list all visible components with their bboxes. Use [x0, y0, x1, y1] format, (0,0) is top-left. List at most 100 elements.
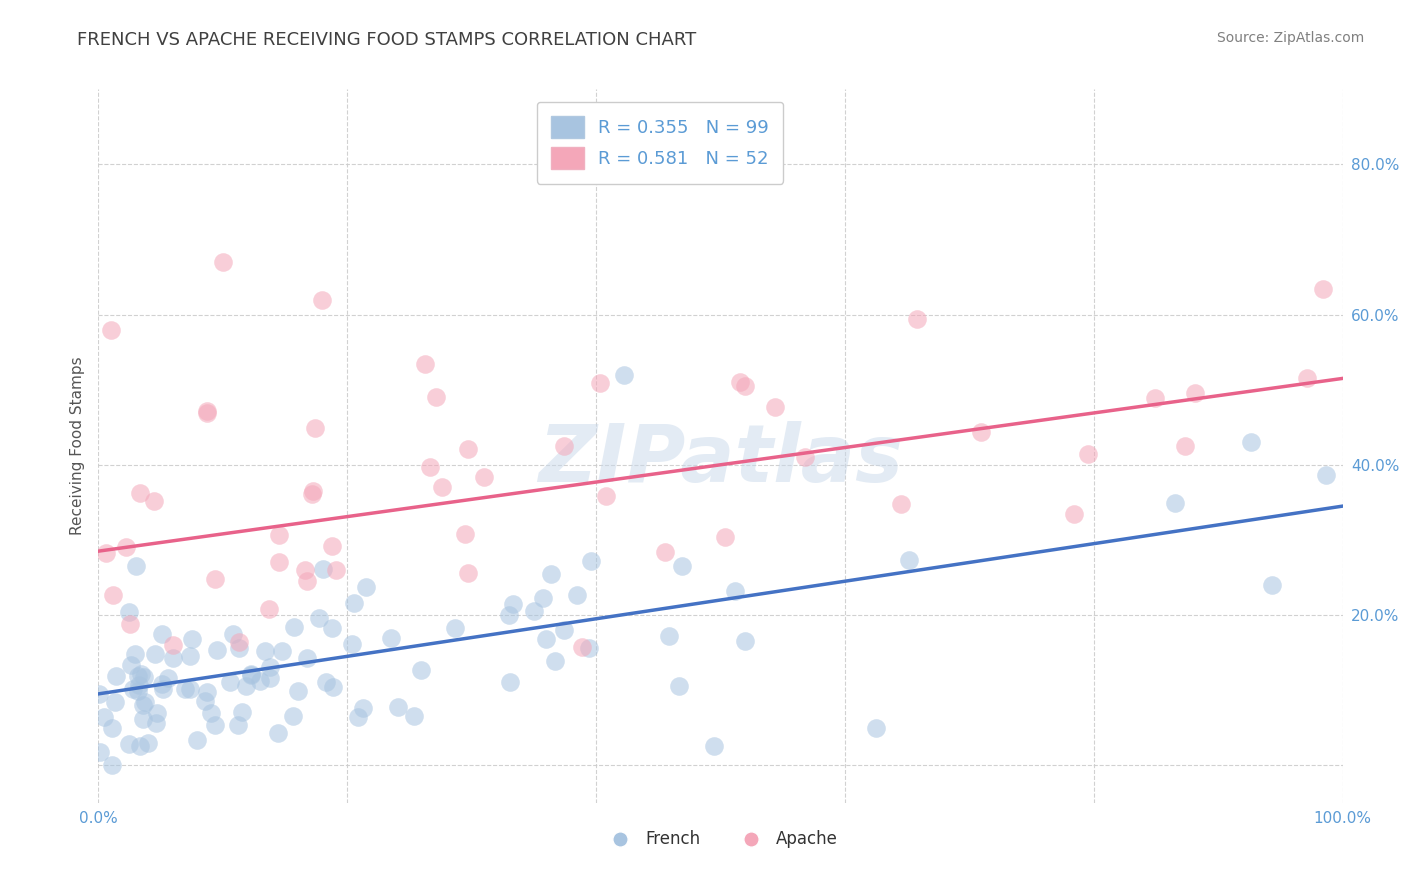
Point	[228, 634, 250, 648]
Point	[728, 375, 751, 389]
Point	[257, 602, 280, 616]
Point	[200, 706, 222, 720]
Point	[321, 621, 343, 635]
Point	[228, 641, 250, 656]
Point	[122, 681, 145, 696]
Point	[204, 718, 226, 732]
Point	[1063, 507, 1085, 521]
Point	[294, 563, 316, 577]
Point	[734, 633, 756, 648]
Point	[472, 469, 495, 483]
Point	[156, 671, 179, 685]
Point	[195, 404, 218, 418]
Point	[1240, 435, 1263, 450]
Point	[162, 651, 184, 665]
Point	[124, 647, 146, 661]
Point	[131, 712, 153, 726]
Point	[523, 604, 546, 618]
Point	[589, 376, 612, 390]
Point	[1184, 386, 1206, 401]
Point	[724, 584, 747, 599]
Point	[571, 640, 593, 654]
Point	[195, 685, 218, 699]
Point	[734, 378, 756, 392]
Point	[1164, 495, 1187, 509]
Point	[890, 497, 912, 511]
Point	[131, 667, 153, 681]
Point	[143, 493, 166, 508]
Point	[419, 459, 441, 474]
Point	[152, 682, 174, 697]
Text: FRENCH VS APACHE RECEIVING FOOD STAMPS CORRELATION CHART: FRENCH VS APACHE RECEIVING FOOD STAMPS C…	[77, 31, 696, 49]
Point	[195, 406, 218, 420]
Point	[668, 679, 690, 693]
Point	[145, 715, 167, 730]
Point	[565, 588, 588, 602]
Point	[89, 687, 111, 701]
Point	[118, 737, 141, 751]
Point	[179, 681, 201, 696]
Point	[267, 555, 290, 569]
Point	[765, 400, 787, 414]
Point	[287, 684, 309, 698]
Point	[714, 530, 737, 544]
Point	[240, 667, 263, 681]
Point	[270, 644, 292, 658]
Point	[553, 439, 575, 453]
Point	[150, 677, 173, 691]
Point	[499, 674, 522, 689]
Point	[128, 739, 150, 754]
Point	[1260, 578, 1282, 592]
Point	[186, 732, 208, 747]
Point	[115, 540, 138, 554]
Point	[413, 357, 436, 371]
Point	[259, 671, 281, 685]
Point	[94, 546, 117, 560]
Point	[502, 597, 524, 611]
Text: Source: ZipAtlas.com: Source: ZipAtlas.com	[1216, 31, 1364, 45]
Point	[131, 698, 153, 713]
Point	[613, 368, 636, 382]
Point	[457, 442, 479, 456]
Point	[145, 647, 167, 661]
Point	[162, 638, 184, 652]
Point	[536, 632, 558, 647]
Point	[145, 706, 167, 720]
Point	[595, 489, 617, 503]
Point	[1077, 447, 1099, 461]
Point	[457, 566, 479, 581]
Point	[239, 667, 262, 681]
Point	[340, 637, 363, 651]
Point	[301, 487, 323, 501]
Point	[321, 539, 343, 553]
Point	[254, 643, 277, 657]
Text: ZIPatlas: ZIPatlas	[538, 421, 903, 500]
Point	[222, 627, 245, 641]
Point	[211, 255, 233, 269]
Point	[703, 739, 725, 754]
Point	[454, 527, 477, 541]
Point	[304, 420, 326, 434]
Point	[540, 566, 562, 581]
Point	[352, 701, 374, 715]
Point	[325, 563, 347, 577]
Point	[231, 706, 253, 720]
Point	[905, 312, 928, 326]
Point	[93, 710, 115, 724]
Point	[1312, 282, 1334, 296]
Point	[150, 627, 173, 641]
Point	[1315, 467, 1337, 482]
Point	[259, 659, 281, 673]
Point	[219, 675, 242, 690]
Point	[295, 574, 318, 589]
Point	[267, 527, 290, 541]
Point	[1144, 392, 1167, 406]
Point	[204, 572, 226, 586]
Point	[1295, 371, 1317, 385]
Point	[380, 631, 402, 645]
Point	[425, 390, 447, 404]
Point	[173, 681, 195, 696]
Point	[179, 649, 201, 664]
Point	[117, 606, 139, 620]
Point	[970, 425, 993, 439]
